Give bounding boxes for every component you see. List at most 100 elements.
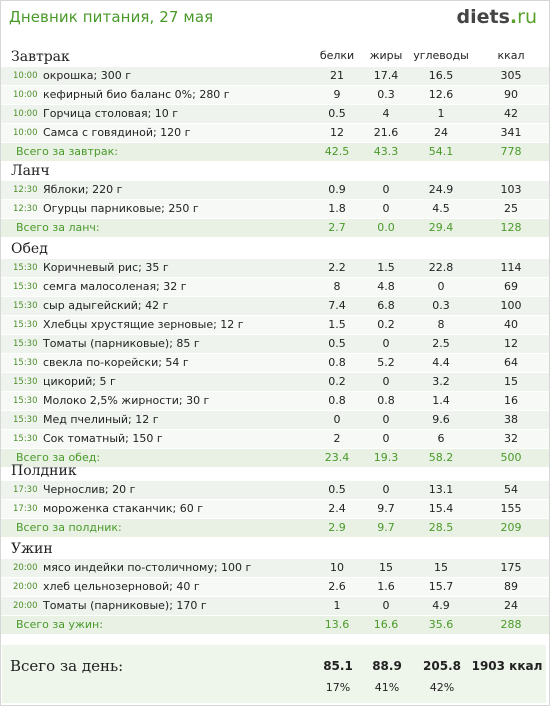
food-name[interactable]: Яблоки; 220 г xyxy=(43,183,123,196)
total-carbs: 35.6 xyxy=(428,618,454,631)
food-row[interactable]: 15:30 Сок томатный; 150 г 2 0 6 32 xyxy=(1,430,549,449)
section-header: Ланч xyxy=(1,161,549,181)
food-row[interactable]: 12:30 Огурцы парниковые; 250 г 1.8 0 4.5 25 xyxy=(1,200,549,219)
section-total-row: Всего за ланч: 2.7 0.0 29.4 128 xyxy=(1,219,549,238)
food-row[interactable]: 20:00 мясо индейки по-столичному; 100 г 10… xyxy=(1,559,549,578)
protein-value: 0.2 xyxy=(328,375,346,388)
food-name[interactable]: Огурцы парниковые; 250 г xyxy=(43,202,199,215)
day-kcal: 1903 ккал xyxy=(471,659,543,673)
food-row[interactable]: 15:30 Молоко 2,5% жирности; 30 г 0.8 0.8 1.4… xyxy=(1,392,549,411)
food-name[interactable]: свекла по-корейски; 54 г xyxy=(43,356,189,369)
total-carbs: 29.4 xyxy=(428,221,454,234)
carbs-value: 0.3 xyxy=(432,299,450,312)
kcal-value: 24 xyxy=(504,599,518,612)
food-row[interactable]: 15:30 Мед пчелиный; 12 г 0 0 9.6 38 xyxy=(1,411,549,430)
food-row[interactable]: 20:00 хлеб цельнозерновой; 40 г 2.6 1.6 15.7… xyxy=(1,578,549,597)
logo-main: diets xyxy=(456,6,510,28)
day-total: Всего за день: 85.1 88.9 205.8 1903 ккал… xyxy=(2,645,546,703)
meal-section: Ужин 20:00 мясо индейки по-столичному; 100… xyxy=(1,539,549,635)
meal-section: Обед 15:30 Коричневый рис; 35 г 2.2 1.5 22.8 1… xyxy=(1,239,549,468)
meal-time: 20:00 xyxy=(13,582,38,592)
protein-value: 2 xyxy=(333,432,341,445)
kcal-value: 54 xyxy=(504,483,518,496)
food-name[interactable]: мясо индейки по-столичному; 100 г xyxy=(43,561,252,574)
fat-value: 17.4 xyxy=(373,69,399,82)
fat-value: 6.8 xyxy=(377,299,395,312)
food-row[interactable]: 10:00 кефирный био баланс 0%; 280 г 9 0.3 12… xyxy=(1,86,549,105)
carbs-value: 15.7 xyxy=(428,580,454,593)
column-header-kcal: ккал xyxy=(497,49,525,62)
food-row[interactable]: 15:30 Томаты (парниковые); 85 г 0.5 0 2.5 12 xyxy=(1,335,549,354)
fat-value: 15 xyxy=(379,561,393,574)
kcal-value: 100 xyxy=(500,299,522,312)
section-title: Ужин xyxy=(11,541,53,557)
food-name[interactable]: Чернослив; 20 г xyxy=(43,483,136,496)
meal-time: 17:30 xyxy=(13,504,38,514)
protein-value: 0 xyxy=(333,413,341,426)
section-total-label: Всего за завтрак: xyxy=(16,145,119,158)
food-name[interactable]: Мед пчелиный; 12 г xyxy=(43,413,159,426)
logo-dot: . xyxy=(509,6,518,28)
total-carbs: 58.2 xyxy=(428,451,454,464)
food-row[interactable]: 17:30 мороженка стаканчик; 60 г 2.4 9.7 15.4… xyxy=(1,500,549,519)
food-row[interactable]: 10:00 окрошка; 300 г 21 17.4 16.5 305 xyxy=(1,67,549,86)
carbs-value: 9.6 xyxy=(432,413,450,426)
food-row[interactable]: 15:30 семга малосоленая; 32 г 8 4.8 0 69 xyxy=(1,278,549,297)
kcal-value: 175 xyxy=(500,561,522,574)
kcal-value: 89 xyxy=(504,580,518,593)
protein-value: 10 xyxy=(330,561,344,574)
food-name[interactable]: цикорий; 5 г xyxy=(43,375,116,388)
section-header: Полдник xyxy=(1,461,549,481)
meal-time: 15:30 xyxy=(13,434,38,444)
meal-time: 15:30 xyxy=(13,415,38,425)
section-title: Полдник xyxy=(11,463,77,479)
section-total-label: Всего за полдник: xyxy=(16,521,122,534)
protein-value: 1.8 xyxy=(328,202,346,215)
food-name[interactable]: Молоко 2,5% жирности; 30 г xyxy=(43,394,210,407)
carbs-value: 12.6 xyxy=(428,88,454,101)
section-title: Ланч xyxy=(11,163,50,179)
protein-value: 2.2 xyxy=(328,261,346,274)
food-row[interactable]: 10:00 Горчица столовая; 10 г 0.5 4 1 42 xyxy=(1,105,549,124)
food-name[interactable]: мороженка стаканчик; 60 г xyxy=(43,502,204,515)
kcal-value: 103 xyxy=(500,183,522,196)
kcal-value: 25 xyxy=(504,202,518,215)
food-name[interactable]: Горчица столовая; 10 г xyxy=(43,107,179,120)
fat-value: 4.8 xyxy=(377,280,395,293)
day-protein: 85.1 xyxy=(323,659,353,673)
food-row[interactable]: 10:00 Самса с говядиной; 120 г 12 21.6 24 341 xyxy=(1,124,549,143)
food-name[interactable]: сыр адыгейский; 42 г xyxy=(43,299,169,312)
food-row[interactable]: 15:30 Коричневый рис; 35 г 2.2 1.5 22.8 114 xyxy=(1,259,549,278)
food-name[interactable]: Томаты (парниковые); 85 г xyxy=(43,337,200,350)
food-row[interactable]: 12:30 Яблоки; 220 г 0.9 0 24.9 103 xyxy=(1,181,549,200)
food-row[interactable]: 20:00 Томаты (парниковые); 170 г 1 0 4.9 24 xyxy=(1,597,549,616)
site-logo[interactable]: diets.ru xyxy=(457,6,537,28)
food-name[interactable]: Томаты (парниковые); 170 г xyxy=(43,599,207,612)
total-kcal: 128 xyxy=(500,221,522,234)
section-title: Обед xyxy=(11,241,48,257)
food-name[interactable]: окрошка; 300 г xyxy=(43,69,132,82)
section-total-row: Всего за полдник: 2.9 9.7 28.5 209 xyxy=(1,519,549,538)
carbs-value: 4.5 xyxy=(432,202,450,215)
food-row[interactable]: 15:30 сыр адыгейский; 42 г 7.4 6.8 0.3 100 xyxy=(1,297,549,316)
column-header-protein: белки xyxy=(319,49,355,62)
total-kcal: 778 xyxy=(500,145,522,158)
meal-time: 17:30 xyxy=(13,485,38,495)
food-row[interactable]: 17:30 Чернослив; 20 г 0.5 0 13.1 54 xyxy=(1,481,549,500)
day-carbs-pct: 42% xyxy=(429,681,455,694)
fat-value: 1.6 xyxy=(377,580,395,593)
food-name[interactable]: Сок томатный; 150 г xyxy=(43,432,163,445)
food-row[interactable]: 15:30 цикорий; 5 г 0.2 0 3.2 15 xyxy=(1,373,549,392)
food-name[interactable]: хлеб цельнозерновой; 40 г xyxy=(43,580,200,593)
food-name[interactable]: Коричневый рис; 35 г xyxy=(43,261,169,274)
meal-time: 10:00 xyxy=(13,128,38,138)
kcal-value: 15 xyxy=(504,375,518,388)
food-name[interactable]: Самса с говядиной; 120 г xyxy=(43,126,191,139)
food-name[interactable]: кефирный био баланс 0%; 280 г xyxy=(43,88,230,101)
page-header: Дневник питания, 27 мая diets.ru xyxy=(1,1,549,35)
food-row[interactable]: 15:30 свекла по-корейски; 54 г 0.8 5.2 4.4 64 xyxy=(1,354,549,373)
food-name[interactable]: семга малосоленая; 32 г xyxy=(43,280,187,293)
food-row[interactable]: 15:30 Хлебцы хрустящие зерновые; 12 г 1.5 0… xyxy=(1,316,549,335)
food-name[interactable]: Хлебцы хрустящие зерновые; 12 г xyxy=(43,318,244,331)
protein-value: 0.9 xyxy=(328,183,346,196)
